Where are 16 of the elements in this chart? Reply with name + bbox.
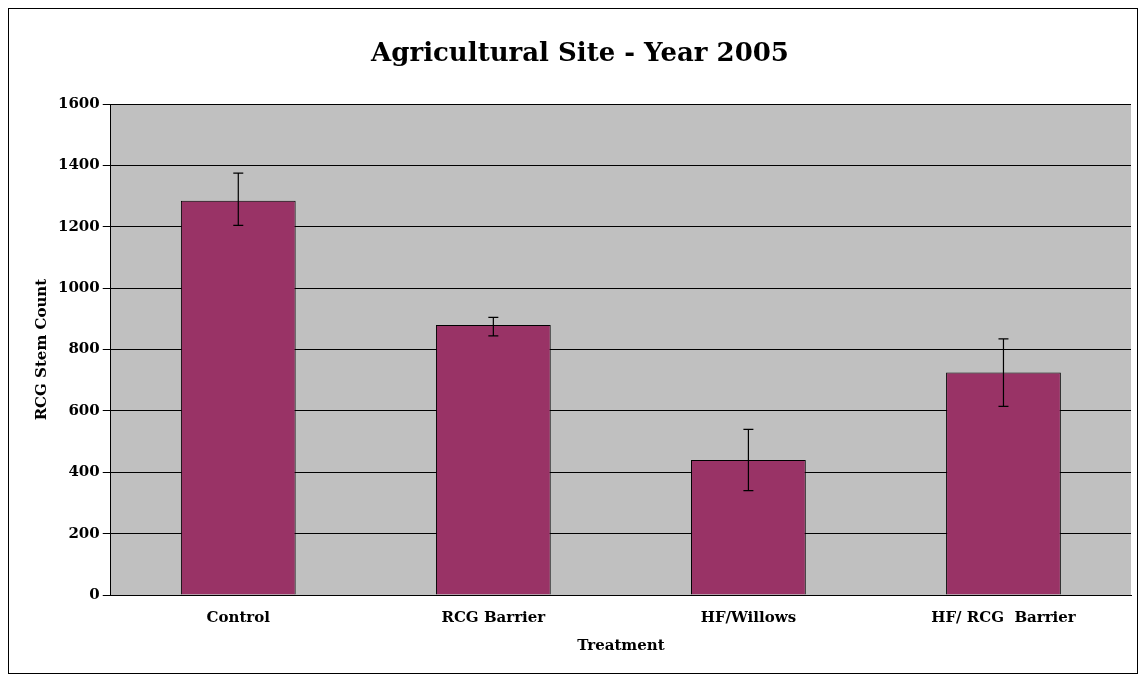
x-tick-label: HF/Willows <box>700 607 797 626</box>
x-tick-label: Control <box>206 607 271 626</box>
y-tick-label: 1400 <box>58 155 100 174</box>
y-tick-label: 0 <box>89 584 100 603</box>
y-tick-label: 400 <box>68 462 100 481</box>
x-tick-label: RCG Barrier <box>441 607 547 626</box>
x-tick-label: HF/ RCG Barrier <box>931 607 1077 626</box>
y-tick-label: 1200 <box>58 216 100 235</box>
y-tick-label: 1600 <box>58 94 100 113</box>
y-tick-label: 600 <box>68 400 100 419</box>
y-tick-label: 800 <box>68 339 100 358</box>
y-tick-label: 200 <box>68 523 100 542</box>
y-tick-label: 1000 <box>58 278 100 297</box>
x-axis-title: Treatment <box>577 635 665 654</box>
chart-title: Agricultural Site - Year 2005 <box>370 37 789 68</box>
y-axis-title: RCG Stem Count <box>31 278 50 421</box>
